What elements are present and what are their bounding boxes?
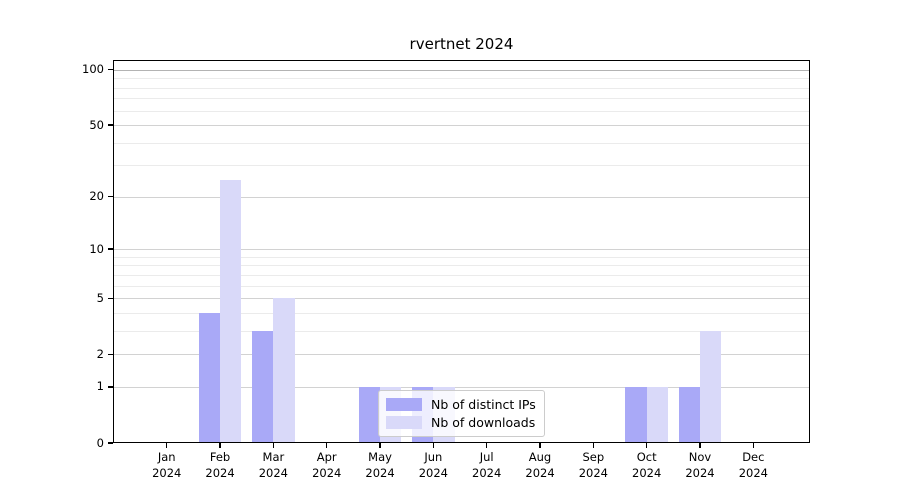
x-tick-mark: [166, 443, 168, 448]
major-gridline: [114, 125, 809, 127]
legend-label-distinct-ips: Nb of distinct IPs: [431, 396, 536, 412]
bar-downloads: [646, 386, 668, 443]
y-tick-mark: [108, 353, 113, 355]
minor-gridline: [114, 87, 809, 89]
minor-gridline: [114, 98, 809, 100]
minor-gridline: [114, 142, 809, 144]
x-tick-label: Mar 2024: [243, 449, 303, 481]
x-tick-label-year: 2024: [365, 466, 395, 480]
x-tick-label-year: 2024: [205, 466, 235, 480]
x-tick-mark: [219, 443, 221, 448]
y-tick-mark: [108, 297, 113, 299]
x-tick-label: Nov 2024: [670, 449, 730, 481]
x-tick-label: Aug 2024: [510, 449, 570, 481]
y-tick-label: 1: [96, 379, 104, 394]
x-tick-mark: [592, 443, 594, 448]
y-tick-mark: [108, 69, 113, 71]
y-tick-mark: [108, 248, 113, 250]
x-tick-mark: [752, 443, 754, 448]
bar-downloads: [700, 330, 722, 443]
bar-distinct-ips: [358, 386, 381, 443]
x-tick-label: Feb 2024: [190, 449, 250, 481]
x-tick-label-year: 2024: [738, 466, 768, 480]
chart-title: rvertnet 2024: [409, 35, 514, 53]
legend-swatch-downloads: [386, 416, 422, 430]
y-tick-label: 2: [96, 346, 104, 361]
y-tick-label: 0: [96, 435, 104, 450]
major-gridline: [114, 354, 809, 356]
x-tick-label: Jul 2024: [457, 449, 517, 481]
x-tick-label: Apr 2024: [297, 449, 357, 481]
y-tick-label: 10: [89, 241, 104, 256]
legend: Nb of distinct IPs Nb of downloads: [378, 390, 545, 437]
major-gridline: [114, 69, 809, 71]
bar-distinct-ips: [678, 386, 700, 443]
x-tick-mark: [326, 443, 328, 448]
x-tick-label-year: 2024: [418, 466, 448, 480]
bar-downloads: [220, 179, 242, 443]
y-tick-label: 20: [89, 189, 104, 204]
y-tick-label: 50: [89, 117, 104, 132]
bar-distinct-ips: [625, 386, 647, 443]
legend-entry-downloads: Nb of downloads: [386, 415, 537, 430]
x-tick-mark: [272, 443, 274, 448]
minor-gridline: [114, 256, 809, 258]
x-tick-mark: [699, 443, 701, 448]
minor-gridline: [114, 330, 809, 332]
x-tick-label-year: 2024: [632, 466, 662, 480]
y-tick-mark: [108, 124, 113, 126]
y-tick-mark: [108, 386, 113, 388]
minor-gridline: [114, 265, 809, 267]
x-tick-label: Oct 2024: [617, 449, 677, 481]
x-tick-label: Jun 2024: [403, 449, 463, 481]
minor-gridline: [114, 274, 809, 276]
minor-gridline: [114, 312, 809, 314]
x-tick-label: Jan 2024: [137, 449, 197, 481]
x-tick-label-year: 2024: [472, 466, 502, 480]
x-tick-label-year: 2024: [525, 466, 555, 480]
x-tick-label: Sep 2024: [563, 449, 623, 481]
x-tick-mark: [486, 443, 488, 448]
x-tick-label-year: 2024: [578, 466, 608, 480]
minor-gridline: [114, 110, 809, 112]
y-tick-label: 100: [82, 62, 104, 77]
bar-distinct-ips: [252, 330, 274, 443]
legend-swatch-distinct-ips: [386, 397, 422, 411]
y-tick-label: 5: [96, 290, 104, 305]
bar-distinct-ips: [198, 312, 221, 443]
minor-gridline: [114, 78, 809, 80]
minor-gridline: [114, 285, 809, 287]
major-gridline: [114, 196, 809, 198]
x-tick-mark: [539, 443, 541, 448]
legend-entry-distinct-ips: Nb of distinct IPs: [386, 397, 537, 412]
x-tick-label: Dec 2024: [723, 449, 783, 481]
y-tick-mark: [108, 442, 113, 444]
x-tick-mark: [646, 443, 648, 448]
x-tick-label-year: 2024: [312, 466, 342, 480]
y-tick-mark: [108, 196, 113, 198]
major-gridline: [114, 298, 809, 300]
x-tick-label: May 2024: [350, 449, 410, 481]
major-gridline: [114, 249, 809, 251]
x-tick-mark: [432, 443, 434, 448]
minor-gridline: [114, 165, 809, 167]
x-tick-mark: [379, 443, 381, 448]
x-tick-label-year: 2024: [152, 466, 182, 480]
bar-downloads: [273, 298, 295, 443]
x-tick-label-year: 2024: [685, 466, 715, 480]
x-tick-label-year: 2024: [258, 466, 289, 480]
major-gridline: [114, 386, 809, 388]
legend-label-downloads: Nb of downloads: [431, 415, 536, 431]
